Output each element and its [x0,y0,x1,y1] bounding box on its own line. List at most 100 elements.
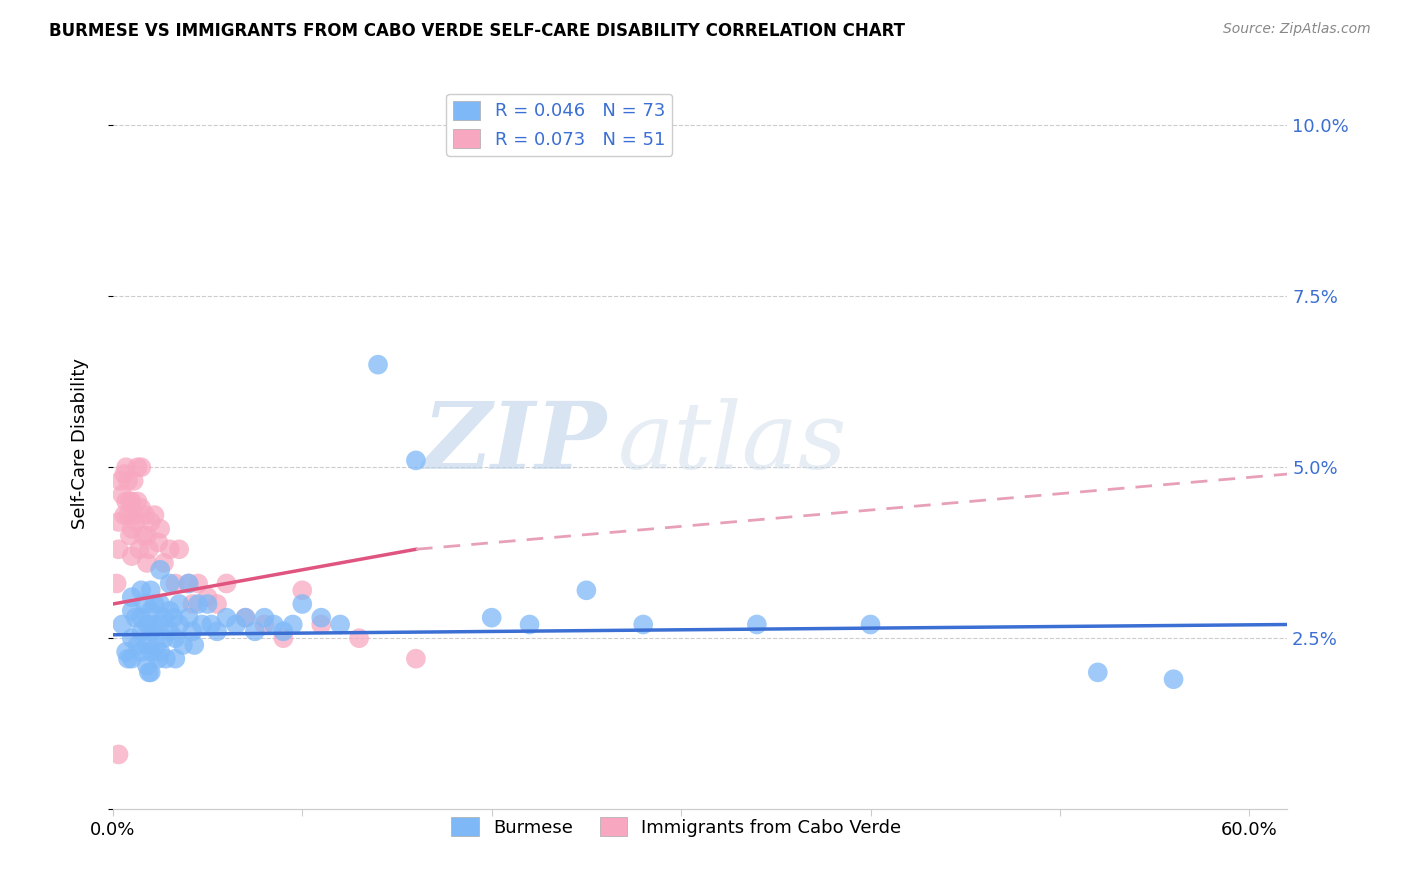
Point [136,658,159,673]
Point [253,610,276,624]
Point [136,556,159,570]
Point [159,576,181,591]
Point [138,542,160,557]
Point [129,501,152,516]
Point [148,535,170,549]
Point [121,651,143,665]
Point [165,651,187,665]
Point [121,494,143,508]
Point [291,597,314,611]
Point [127,638,149,652]
Point [281,617,304,632]
Point [121,604,143,618]
Point [115,645,138,659]
Point [139,665,162,680]
Point [139,624,162,639]
Point [145,638,167,652]
Point [129,624,152,639]
Point [165,576,187,591]
Point [129,583,152,598]
Point [575,583,598,598]
Point [136,638,159,652]
Point [291,583,314,598]
Point [112,508,135,522]
Text: BURMESE VS IMMIGRANTS FROM CABO VERDE SELF-CARE DISABILITY CORRELATION CHART: BURMESE VS IMMIGRANTS FROM CABO VERDE SE… [49,22,905,40]
Point [273,624,295,639]
Point [149,617,172,632]
Point [205,624,228,639]
Point [139,515,162,529]
Point [183,638,205,652]
Point [1087,665,1109,680]
Point [149,522,172,536]
Point [117,474,139,488]
Point [121,522,143,536]
Point [519,617,541,632]
Point [235,610,257,624]
Point [110,474,132,488]
Point [405,651,427,665]
Point [143,508,166,522]
Point [112,467,135,481]
Point [405,453,427,467]
Point [121,590,143,604]
Point [172,638,194,652]
Point [111,617,134,632]
Point [149,563,172,577]
Point [129,460,152,475]
Text: Source: ZipAtlas.com: Source: ZipAtlas.com [1223,22,1371,37]
Point [122,508,145,522]
Point [159,624,181,639]
Point [859,617,882,632]
Point [167,542,190,557]
Point [129,645,152,659]
Point [111,487,134,501]
Point [205,597,228,611]
Point [118,528,141,542]
Point [149,645,172,659]
Point [235,610,257,624]
Point [309,610,332,624]
Point [127,460,149,475]
Point [165,631,187,645]
Point [107,515,129,529]
Point [139,583,162,598]
Point [121,549,143,563]
Point [155,651,177,665]
Text: ZIP: ZIP [422,399,606,488]
Point [347,631,370,645]
Point [197,590,219,604]
Point [127,494,149,508]
Point [124,515,146,529]
Point [177,610,200,624]
Point [136,617,159,632]
Point [243,624,266,639]
Point [122,474,145,488]
Point [225,617,247,632]
Point [128,542,150,557]
Point [136,528,159,542]
Point [309,617,332,632]
Point [215,610,238,624]
Y-axis label: Self-Care Disability: Self-Care Disability [72,358,89,529]
Point [138,665,160,680]
Point [153,631,176,645]
Point [177,576,200,591]
Point [263,617,285,632]
Point [187,597,209,611]
Point [253,617,276,632]
Point [745,617,768,632]
Point [105,576,128,591]
Point [148,651,170,665]
Point [197,597,219,611]
Point [187,576,209,591]
Point [117,508,139,522]
Point [162,610,184,624]
Point [117,651,139,665]
Point [143,617,166,632]
Point [481,610,503,624]
Point [129,610,152,624]
Point [200,617,222,632]
Point [115,494,138,508]
Point [177,576,200,591]
